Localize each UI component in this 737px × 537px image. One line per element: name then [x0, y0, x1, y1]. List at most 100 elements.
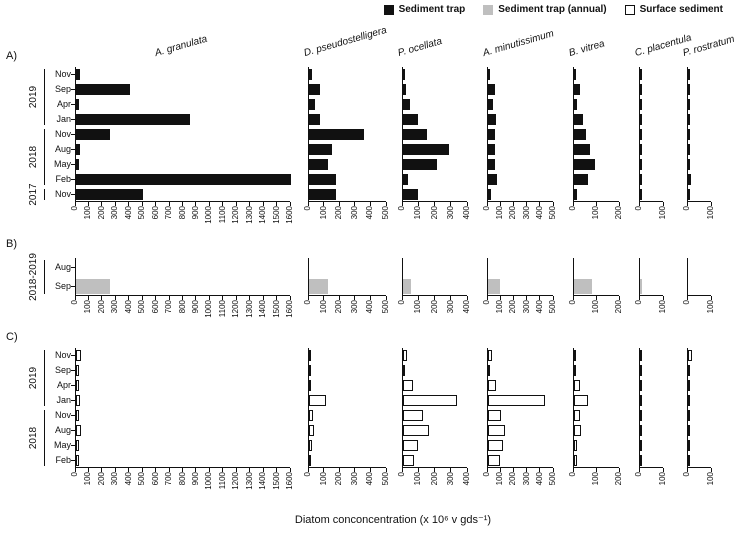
x-tick-label: 800 [177, 300, 187, 314]
y-tick [71, 286, 75, 288]
bar [403, 425, 429, 436]
bar [488, 395, 545, 406]
x-tick [235, 296, 237, 300]
bar [309, 455, 312, 466]
x-tick [526, 296, 528, 300]
bar [403, 395, 457, 406]
bar [488, 159, 495, 170]
x-tick [526, 468, 528, 472]
bar [76, 455, 79, 466]
x-tick [114, 296, 116, 300]
bar [488, 410, 502, 421]
x-tick [552, 468, 554, 472]
x-tick [686, 468, 688, 472]
x-tick-label: 400 [534, 206, 544, 220]
chart-A-species-4 [487, 67, 553, 202]
bar [574, 350, 577, 361]
x-tick-label: 700 [164, 472, 174, 486]
bar [76, 114, 191, 125]
x-tick-label: 600 [150, 472, 160, 486]
x-tick-label: 200 [334, 300, 344, 314]
x-tick [499, 202, 501, 206]
bar [640, 189, 642, 200]
x-tick [195, 202, 197, 206]
x-tick-label: 100 [413, 472, 423, 486]
bar [309, 395, 327, 406]
bar [309, 129, 364, 140]
chart-B-species-2 [308, 258, 386, 296]
species-label-2: D. pseudostelligera [302, 24, 389, 60]
x-tick-label: 0 [568, 472, 577, 477]
x-tick [235, 202, 237, 206]
x-tick [595, 468, 597, 472]
x-tick-label: 300 [349, 472, 359, 486]
x-tick-label: 100 [413, 206, 423, 220]
x-tick-label: 200 [614, 472, 623, 486]
x-tick [276, 202, 278, 206]
x-tick [101, 202, 103, 206]
x-tick-label: 500 [381, 206, 390, 220]
x-tick [168, 296, 170, 300]
x-tick [572, 202, 574, 206]
bar [403, 174, 408, 185]
x-tick-label: 700 [164, 206, 174, 220]
chart-C-species-6 [639, 348, 663, 468]
x-tick [486, 296, 488, 300]
month-label: Aug [54, 144, 71, 154]
chart-C-species-5 [573, 348, 619, 468]
x-tick [155, 468, 157, 472]
bar [76, 365, 79, 376]
x-tick [222, 296, 224, 300]
x-tick [618, 468, 620, 472]
x-tick [87, 468, 89, 472]
x-tick [307, 468, 309, 472]
x-tick [249, 296, 251, 300]
x-tick-label: 500 [548, 300, 557, 314]
month-label: Apr [56, 380, 71, 390]
x-tick-label: 300 [349, 300, 359, 314]
bar [309, 365, 311, 376]
x-tick-label: 0 [482, 472, 491, 477]
x-tick [638, 296, 640, 300]
x-tick-label: 200 [429, 472, 439, 486]
x-tick-label: 1100 [217, 472, 227, 490]
legend-swatch-icon [483, 4, 494, 15]
x-tick-label: 500 [137, 472, 147, 486]
x-tick [417, 296, 419, 300]
bar [640, 365, 642, 376]
x-tick-label: 500 [548, 206, 557, 220]
x-tick [208, 296, 210, 300]
bar [574, 395, 588, 406]
x-tick [354, 202, 356, 206]
bar [574, 129, 586, 140]
bar [488, 455, 500, 466]
x-tick [141, 202, 143, 206]
year-label-2018: 2018 [28, 145, 39, 169]
x-tick [141, 296, 143, 300]
chart-C-species-1 [75, 348, 290, 468]
chart-B-species-3 [402, 258, 467, 296]
x-tick [262, 468, 264, 472]
legend-label: Sediment trap (annual) [498, 4, 607, 15]
chart-B-species-7 [687, 258, 711, 296]
x-tick-label: 0 [568, 300, 577, 305]
bar [574, 174, 588, 185]
x-tick [338, 296, 340, 300]
x-tick-label: 200 [429, 300, 439, 314]
x-tick [195, 468, 197, 472]
x-tick [662, 468, 664, 472]
bar [403, 99, 410, 110]
bar [574, 69, 576, 80]
x-tick-label: 100 [318, 300, 328, 314]
x-tick [499, 468, 501, 472]
legend: Sediment trap Sediment trap (annual) Surfa… [383, 4, 723, 15]
bar [488, 365, 490, 376]
panel-label-A: A) [6, 50, 17, 62]
x-tick-label: 400 [365, 300, 375, 314]
x-tick [434, 202, 435, 206]
x-tick [638, 202, 640, 206]
x-tick-label: 100 [591, 300, 600, 314]
x-tick [323, 296, 325, 300]
bar [403, 350, 408, 361]
bar [403, 410, 423, 421]
